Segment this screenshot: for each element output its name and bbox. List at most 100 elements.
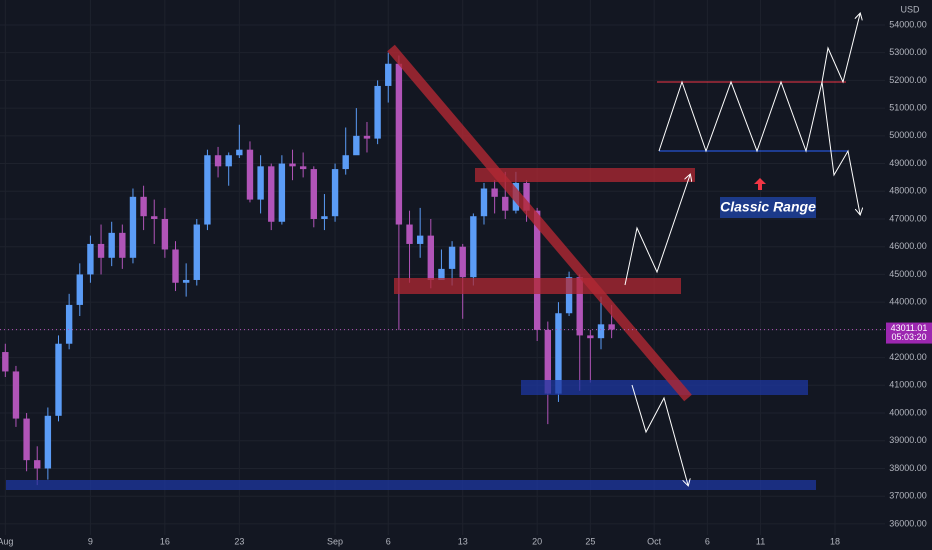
resistance-zone	[394, 278, 681, 294]
candle-body	[87, 243, 94, 275]
x-tick-label: Sep	[327, 536, 343, 546]
candle-body	[502, 196, 509, 211]
y-tick-label: 48000.00	[889, 186, 927, 196]
last-price-label: 43011.01	[891, 323, 928, 333]
projection	[624, 175, 690, 286]
candle-body	[331, 169, 339, 217]
candle-body	[438, 268, 445, 280]
candle-body	[108, 232, 115, 258]
candle-body	[342, 155, 349, 170]
x-tick-label: 23	[234, 536, 244, 546]
candle-body	[268, 166, 275, 222]
candle-body	[533, 210, 541, 330]
candle-body	[236, 149, 243, 156]
x-tick-label: 16	[160, 536, 170, 546]
x-tick-label: Aug	[0, 536, 13, 546]
range-zigzag	[658, 14, 860, 153]
support-zone	[521, 380, 808, 395]
candle-body	[193, 224, 200, 280]
candle-body	[448, 246, 456, 269]
candle-body	[565, 277, 573, 314]
countdown: 05:03:20	[891, 332, 926, 342]
candle-body	[470, 216, 477, 278]
x-tick-label: 25	[585, 536, 595, 546]
annotation: Classic Range	[720, 199, 816, 215]
trend-line	[387, 44, 692, 402]
y-tick-label: 51000.00	[889, 102, 927, 112]
candle-body	[299, 166, 307, 170]
candle-body	[427, 235, 434, 280]
candle-body	[608, 324, 615, 330]
y-tick-label: 37000.00	[889, 491, 927, 501]
y-tick-label: 44000.00	[889, 297, 927, 307]
x-tick-label: 6	[705, 536, 710, 546]
candle-body	[278, 163, 286, 222]
y-tick-label: 53000.00	[889, 47, 927, 57]
arrow-icon	[754, 178, 766, 190]
x-tick-label: 6	[386, 536, 391, 546]
candle-body	[395, 63, 403, 225]
y-tick-label: 45000.00	[889, 269, 927, 279]
candle-body	[34, 460, 41, 469]
y-tick-label: 40000.00	[889, 407, 927, 417]
currency: USD	[900, 4, 920, 14]
candle-body	[129, 196, 137, 258]
candle-body	[289, 163, 296, 167]
candle-body	[416, 235, 424, 244]
y-tick-label: 47000.00	[889, 213, 927, 223]
candle-body	[353, 135, 360, 156]
candle-body	[23, 418, 30, 461]
last-price-box	[886, 322, 932, 344]
candle-body	[310, 169, 317, 219]
candle-body	[597, 324, 605, 339]
projection	[631, 384, 688, 485]
candle-body	[225, 155, 232, 167]
candle-body	[44, 415, 52, 469]
candle-body	[246, 149, 254, 200]
candle-body	[555, 313, 562, 394]
candle-body	[385, 63, 392, 86]
x-tick-label: 18	[830, 536, 840, 546]
support-zone	[6, 480, 816, 490]
candle-body	[182, 279, 190, 283]
candle-body	[151, 216, 158, 219]
y-tick-label: 49000.00	[889, 158, 927, 168]
y-tick-label: 52000.00	[889, 75, 927, 85]
candle-body	[459, 246, 466, 278]
candle-body	[587, 335, 594, 339]
candle-body	[480, 188, 488, 217]
x-tick-label: 20	[532, 536, 542, 546]
candle-body	[65, 304, 73, 344]
candle-body	[204, 155, 211, 225]
label-box	[720, 197, 816, 218]
resistance-zone	[475, 168, 695, 182]
candle-body	[161, 218, 169, 250]
candle-body	[321, 216, 328, 219]
x-tick-label: 13	[458, 536, 468, 546]
candle-body	[2, 352, 9, 372]
x-tick-label: 11	[756, 536, 765, 546]
candle-body	[374, 85, 381, 139]
y-tick-label: 38000.00	[889, 463, 927, 473]
candle-body	[406, 224, 413, 244]
candle-body	[76, 274, 83, 305]
candle-body	[12, 371, 20, 419]
y-tick-label: 54000.00	[889, 19, 927, 29]
candle-body	[55, 343, 62, 416]
candle-body	[363, 135, 371, 139]
candle-body	[576, 277, 583, 336]
candle-body	[544, 329, 551, 394]
range-breakdown	[821, 81, 860, 214]
candle-body	[97, 243, 105, 258]
candle-body	[491, 188, 498, 197]
candle-body	[257, 166, 264, 200]
candle-body	[140, 196, 147, 217]
y-tick-label: 42000.00	[889, 352, 927, 362]
y-tick-label: 50000.00	[889, 130, 927, 140]
candle-body	[119, 232, 126, 258]
y-tick-label: 39000.00	[889, 435, 927, 445]
y-tick-label: 46000.00	[889, 241, 927, 251]
candle-body	[523, 182, 530, 211]
y-tick-label: 41000.00	[889, 380, 927, 390]
